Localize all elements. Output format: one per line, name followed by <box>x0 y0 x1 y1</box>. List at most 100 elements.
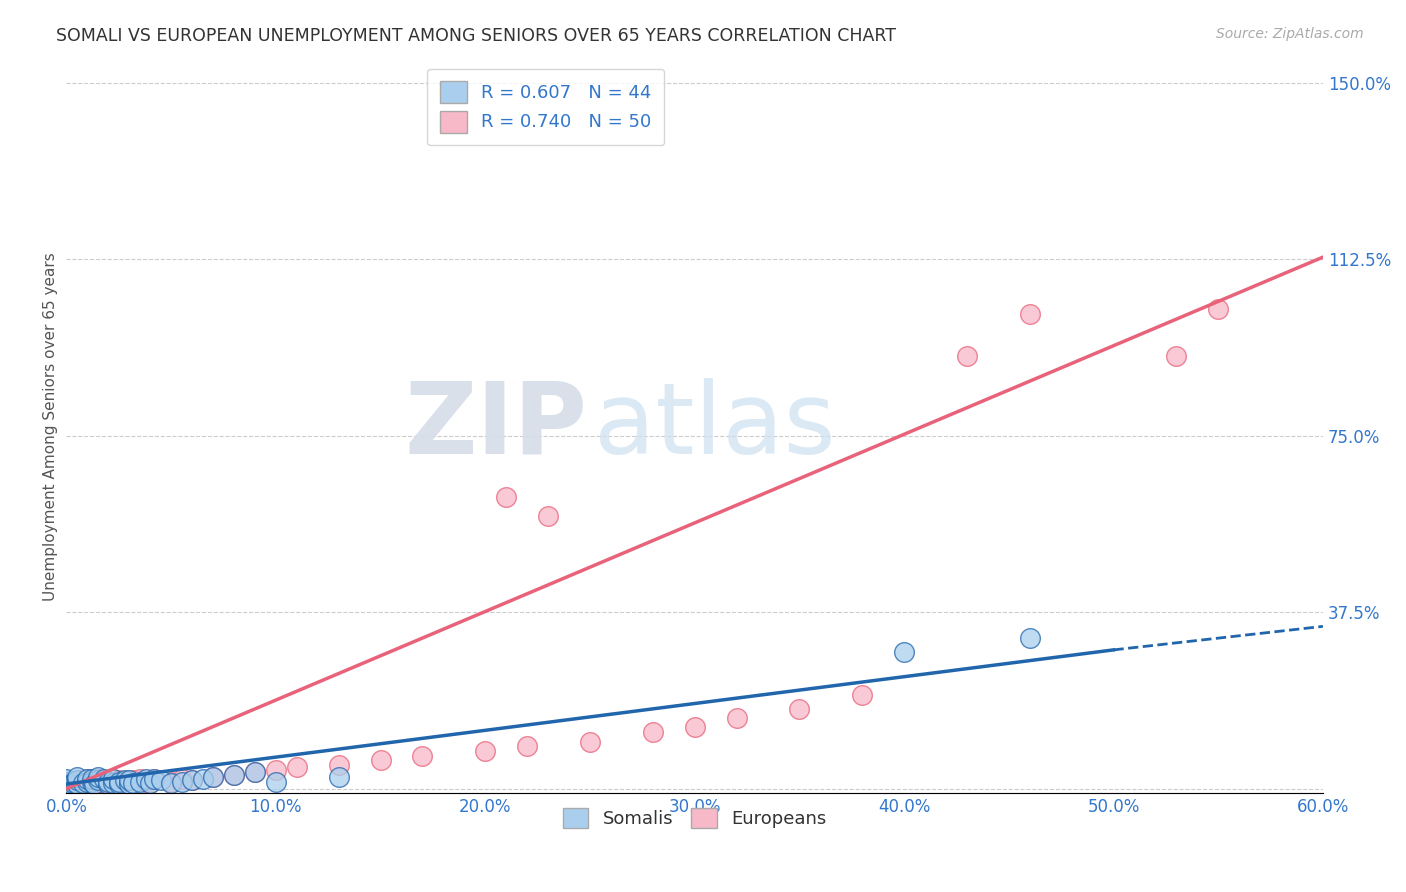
Point <box>114 774 136 789</box>
Point <box>87 770 110 784</box>
Point <box>202 770 225 784</box>
Point <box>107 773 129 788</box>
Point <box>516 739 538 754</box>
Legend: Somalis, Europeans: Somalis, Europeans <box>555 800 834 836</box>
Point <box>76 772 98 787</box>
Point <box>107 776 129 790</box>
Point <box>118 777 141 791</box>
Point <box>66 773 89 788</box>
Point <box>641 725 664 739</box>
Point <box>191 772 214 787</box>
Y-axis label: Unemployment Among Seniors over 65 years: Unemployment Among Seniors over 65 years <box>44 252 58 601</box>
Point <box>893 645 915 659</box>
Point <box>264 763 287 777</box>
Point <box>537 508 560 523</box>
Point <box>97 774 120 789</box>
Point <box>66 777 89 791</box>
Point <box>851 688 873 702</box>
Point <box>80 774 103 789</box>
Point <box>55 777 77 791</box>
Point <box>63 774 86 789</box>
Point <box>143 772 166 787</box>
Point <box>87 773 110 788</box>
Point <box>87 774 110 789</box>
Text: SOMALI VS EUROPEAN UNEMPLOYMENT AMONG SENIORS OVER 65 YEARS CORRELATION CHART: SOMALI VS EUROPEAN UNEMPLOYMENT AMONG SE… <box>56 27 896 45</box>
Point <box>55 774 77 789</box>
Point <box>72 776 94 790</box>
Point <box>55 774 77 789</box>
Point <box>83 777 105 791</box>
Point <box>55 772 77 787</box>
Point <box>66 770 89 784</box>
Point <box>101 772 124 787</box>
Point <box>118 777 141 791</box>
Point <box>62 776 84 790</box>
Point <box>222 767 245 781</box>
Point <box>243 765 266 780</box>
Point <box>370 753 392 767</box>
Point <box>87 772 110 787</box>
Point <box>1166 349 1188 363</box>
Point <box>101 772 124 787</box>
Point <box>76 774 98 789</box>
Point <box>579 734 602 748</box>
Point <box>66 773 89 788</box>
Point <box>59 776 82 790</box>
Point <box>725 711 748 725</box>
Point <box>181 773 204 788</box>
Point <box>101 776 124 790</box>
Point <box>222 767 245 781</box>
Point <box>1206 301 1229 316</box>
Point <box>170 774 193 789</box>
Point <box>76 772 98 787</box>
Point <box>202 770 225 784</box>
Point <box>76 774 98 789</box>
Point <box>160 774 183 789</box>
Point <box>128 772 150 787</box>
Point <box>93 772 115 787</box>
Point <box>328 758 350 772</box>
Point <box>122 776 145 790</box>
Point <box>80 776 103 790</box>
Point <box>107 774 129 789</box>
Point <box>243 765 266 780</box>
Point <box>80 772 103 787</box>
Point <box>328 770 350 784</box>
Point <box>170 772 193 787</box>
Point <box>114 773 136 788</box>
Point <box>139 776 162 790</box>
Text: ZIP: ZIP <box>405 378 588 475</box>
Point <box>135 772 157 787</box>
Point <box>683 721 706 735</box>
Text: Source: ZipAtlas.com: Source: ZipAtlas.com <box>1216 27 1364 41</box>
Point <box>264 774 287 789</box>
Point <box>83 777 105 791</box>
Point <box>128 774 150 789</box>
Point <box>122 773 145 788</box>
Point <box>139 776 162 790</box>
Point <box>789 701 811 715</box>
Point <box>66 777 89 791</box>
Point <box>59 777 82 791</box>
Text: atlas: atlas <box>595 378 835 475</box>
Point <box>956 349 979 363</box>
Point <box>107 777 129 791</box>
Point <box>474 744 496 758</box>
Point <box>160 776 183 790</box>
Point <box>97 774 120 789</box>
Point <box>1018 631 1040 645</box>
Point <box>55 777 77 791</box>
Point <box>93 776 115 790</box>
Point <box>72 776 94 790</box>
Point <box>62 774 84 789</box>
Point <box>118 773 141 788</box>
Point <box>1018 307 1040 321</box>
Point <box>143 772 166 787</box>
Point <box>97 777 120 791</box>
Point <box>135 774 157 789</box>
Point <box>181 773 204 788</box>
Point <box>411 748 433 763</box>
Point <box>149 773 172 788</box>
Point <box>495 490 517 504</box>
Point <box>285 760 308 774</box>
